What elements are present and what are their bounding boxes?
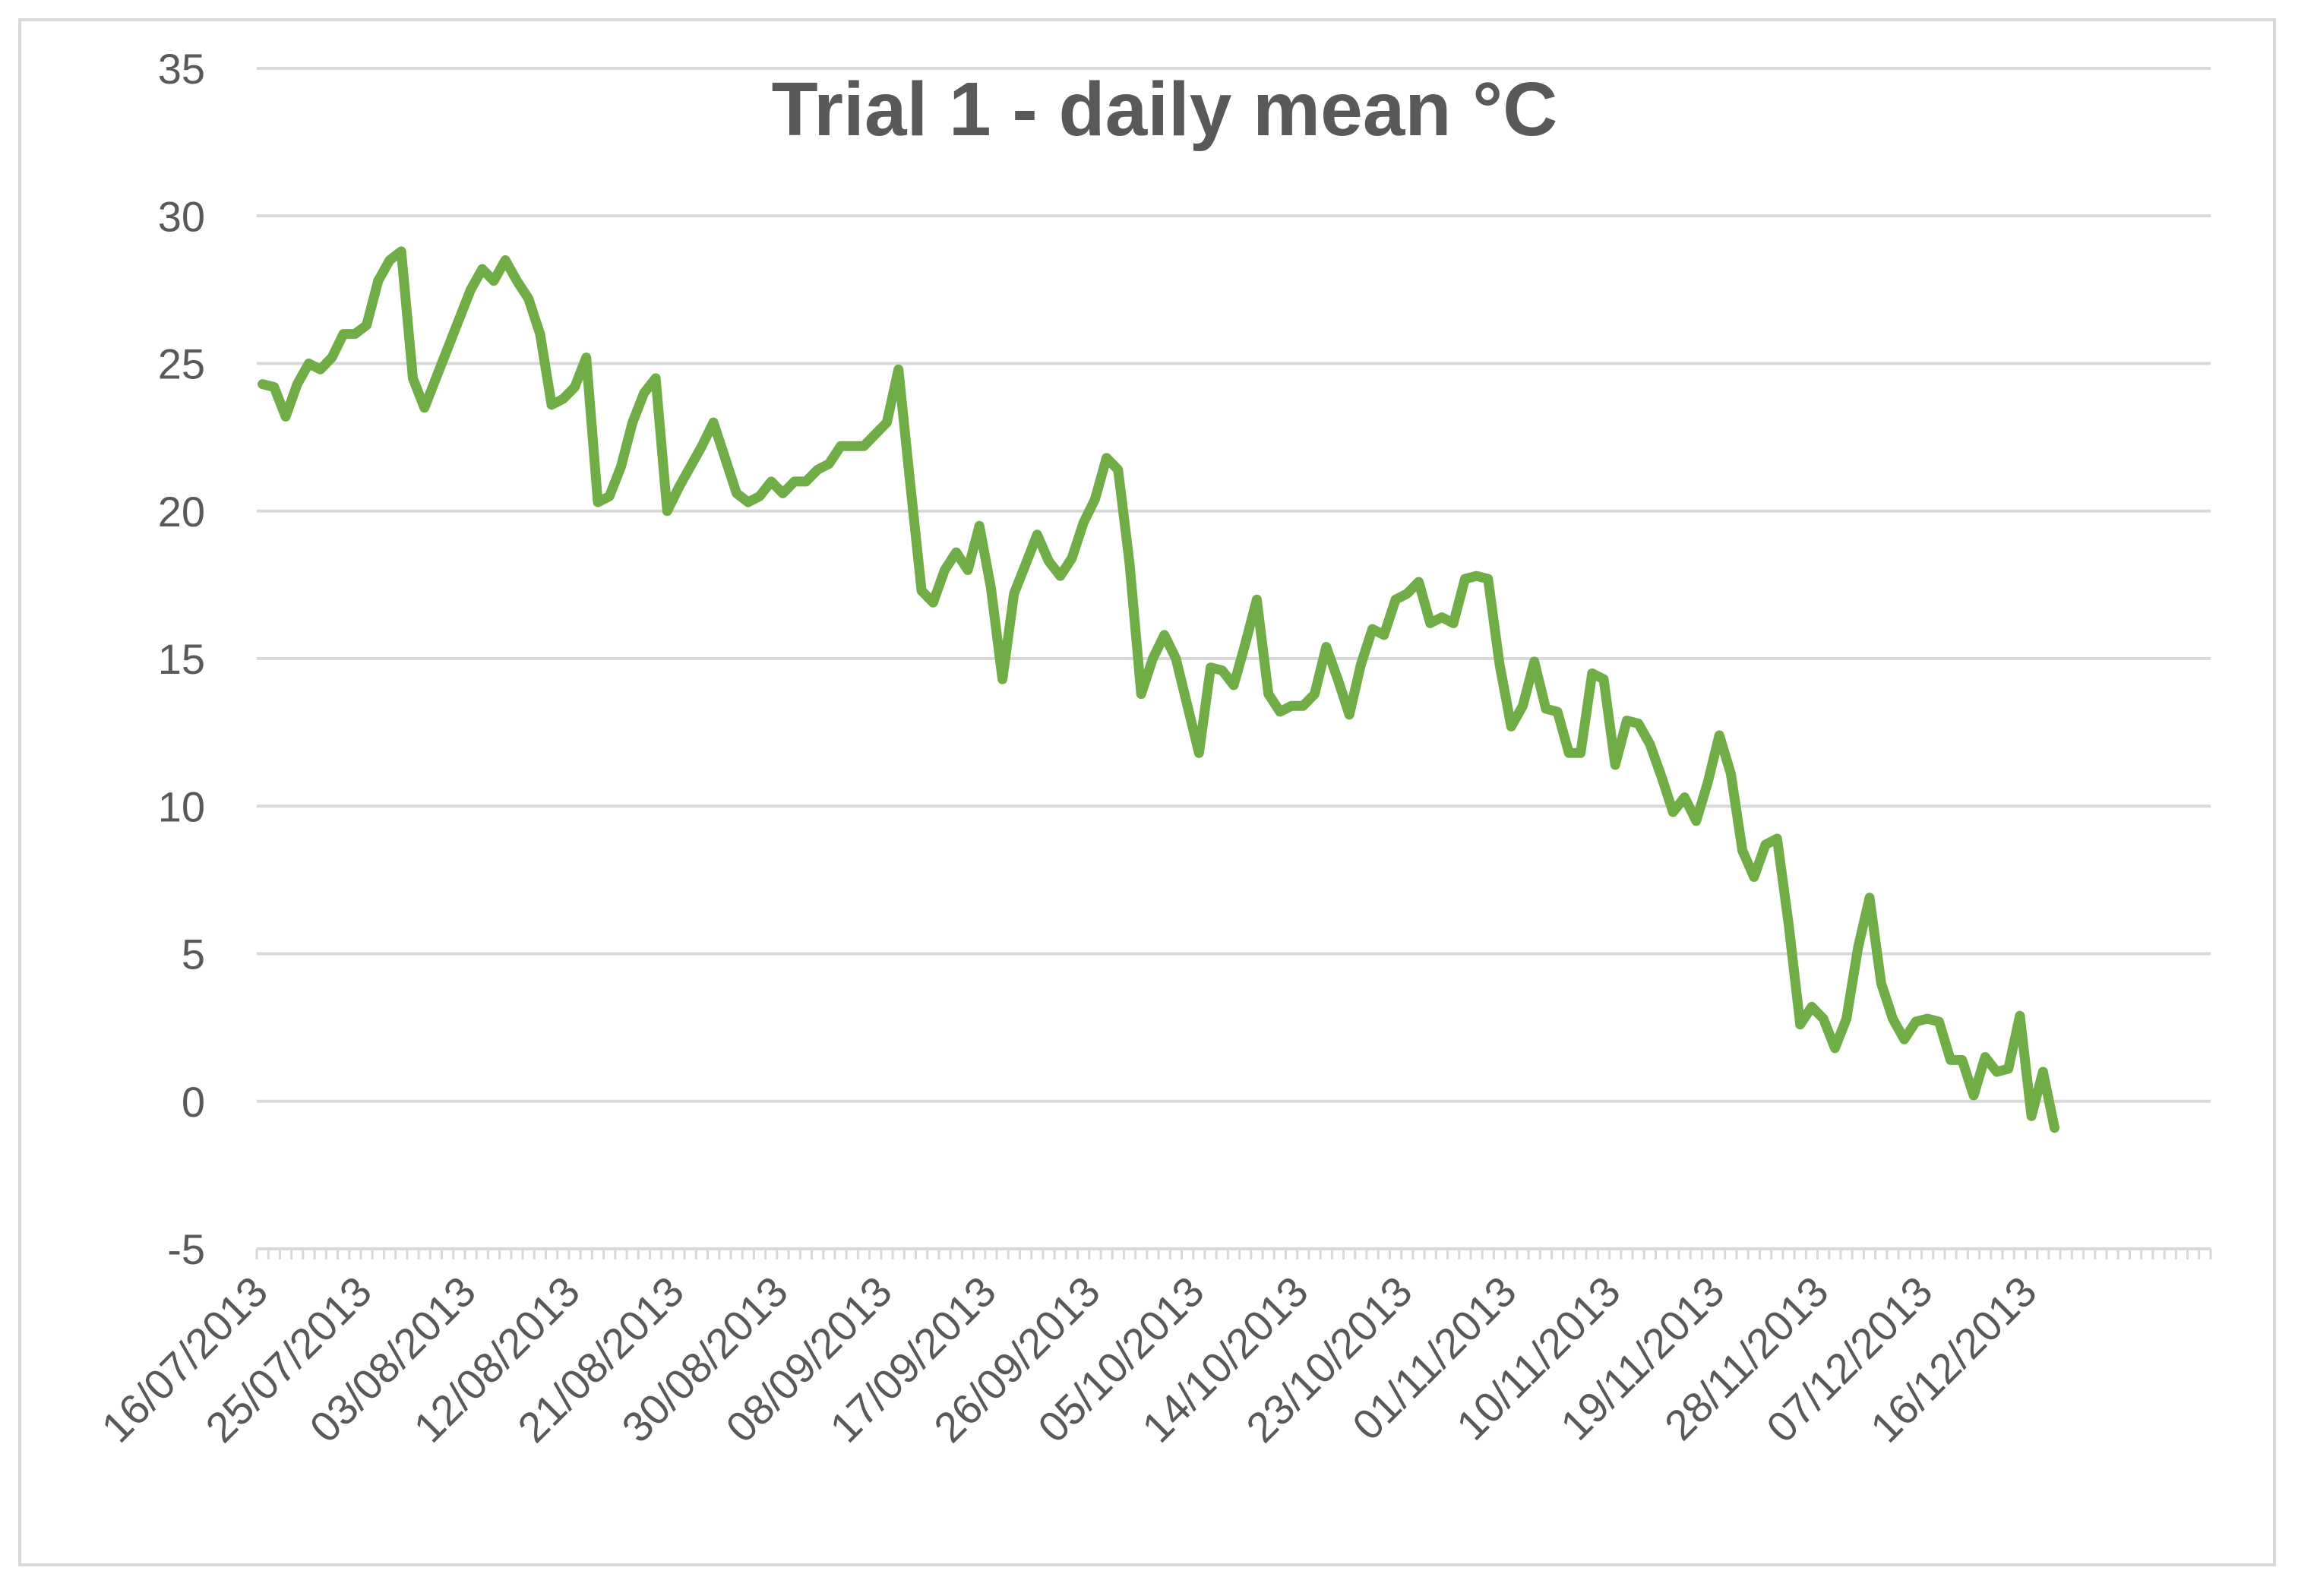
y-tick-label: 0: [182, 1078, 205, 1126]
y-tick-label: -5: [167, 1225, 205, 1273]
series-layer: [258, 246, 2059, 1133]
chart-svg: 35 30 25 20 15 10 5 0 -5 16/07/201325/07/201303/…: [92, 45, 2212, 1452]
y-tick-label: 20: [158, 488, 205, 536]
chart-title: Trial 1 - daily mean °C: [772, 67, 1558, 152]
y-tick-label: 5: [182, 931, 205, 978]
y-tick-label: 35: [158, 45, 205, 93]
y-tick-label: 25: [158, 340, 205, 388]
x-axis: [255, 1247, 2212, 1259]
y-tick-label: 30: [158, 192, 205, 240]
x-tick-labels: 16/07/201325/07/201303/08/201312/08/2013…: [92, 1267, 2045, 1452]
y-axis: 35 30 25 20 15 10 5 0 -5: [158, 45, 205, 1273]
y-tick-label: 10: [158, 782, 205, 830]
chart-frame: 35 30 25 20 15 10 5 0 -5 16/07/2013 25/07/2013 03/…: [18, 18, 2276, 1566]
y-tick-label: 15: [158, 635, 205, 683]
series-line: [258, 246, 2059, 1133]
grid-layer: [257, 67, 2211, 1103]
